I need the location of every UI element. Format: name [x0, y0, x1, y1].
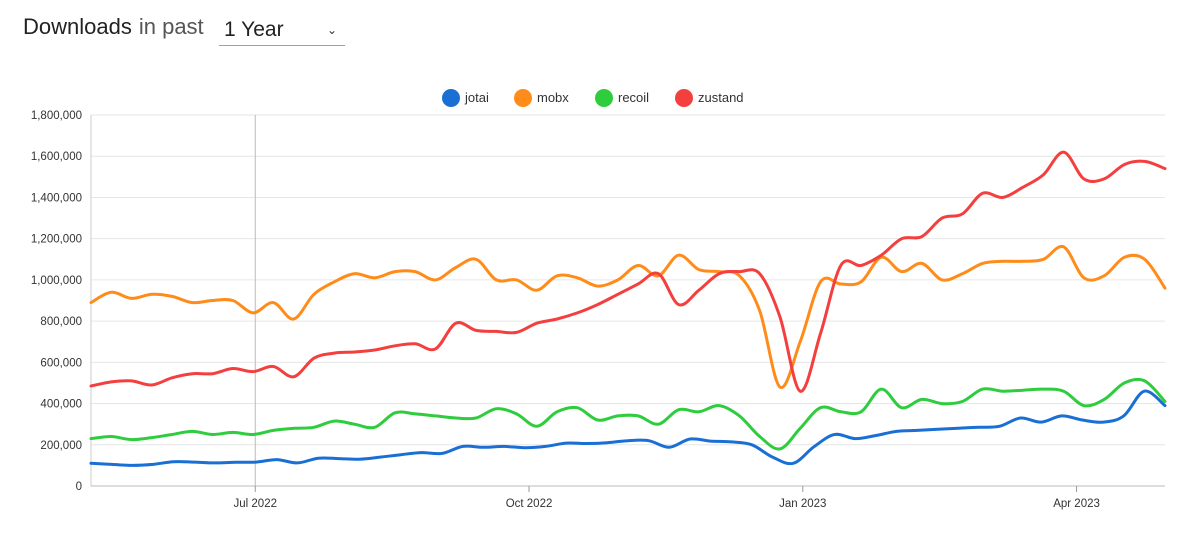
legend-label-jotai: jotai: [464, 90, 489, 105]
series-line-recoil: [89, 377, 1167, 451]
chevron-down-icon: ⌄: [326, 23, 337, 37]
x-tick-label: Jan 2023: [779, 498, 826, 510]
page-title: Downloads: [23, 14, 132, 39]
y-tick-label: 600,000: [40, 357, 82, 369]
y-tick-label: 1,800,000: [31, 110, 82, 122]
y-tick-label: 800,000: [40, 316, 82, 328]
y-tick-label: 400,000: [40, 399, 82, 411]
range-select[interactable]: 1 Year ⌄: [219, 14, 345, 46]
range-select-value: 1 Year: [224, 17, 284, 41]
x-tick-label: Jul 2022: [234, 498, 277, 510]
legend-label-recoil: recoil: [618, 90, 649, 105]
legend-swatch-mobx: [514, 89, 532, 107]
y-tick-label: 1,400,000: [31, 192, 82, 204]
series-line-jotai: [89, 389, 1167, 467]
legend-swatch-zustand: [675, 89, 693, 107]
y-tick-label: 1,000,000: [31, 275, 82, 287]
series-line-mobx: [89, 244, 1167, 389]
legend-swatch-recoil: [595, 89, 613, 107]
y-tick-label: 200,000: [40, 440, 82, 452]
y-tick-label: 0: [76, 481, 82, 493]
legend-label-mobx: mobx: [537, 90, 569, 105]
x-tick-label: Oct 2022: [506, 498, 553, 510]
series-line-zustand: [89, 150, 1167, 393]
downloads-header: Downloads in past: [23, 14, 204, 40]
x-tick-label: Apr 2023: [1053, 498, 1100, 510]
y-tick-label: 1,200,000: [31, 234, 82, 246]
legend-swatch-jotai: [442, 89, 460, 107]
y-tick-label: 1,600,000: [31, 151, 82, 163]
page-subtitle: in past: [138, 14, 204, 39]
legend-label-zustand: zustand: [698, 90, 744, 105]
